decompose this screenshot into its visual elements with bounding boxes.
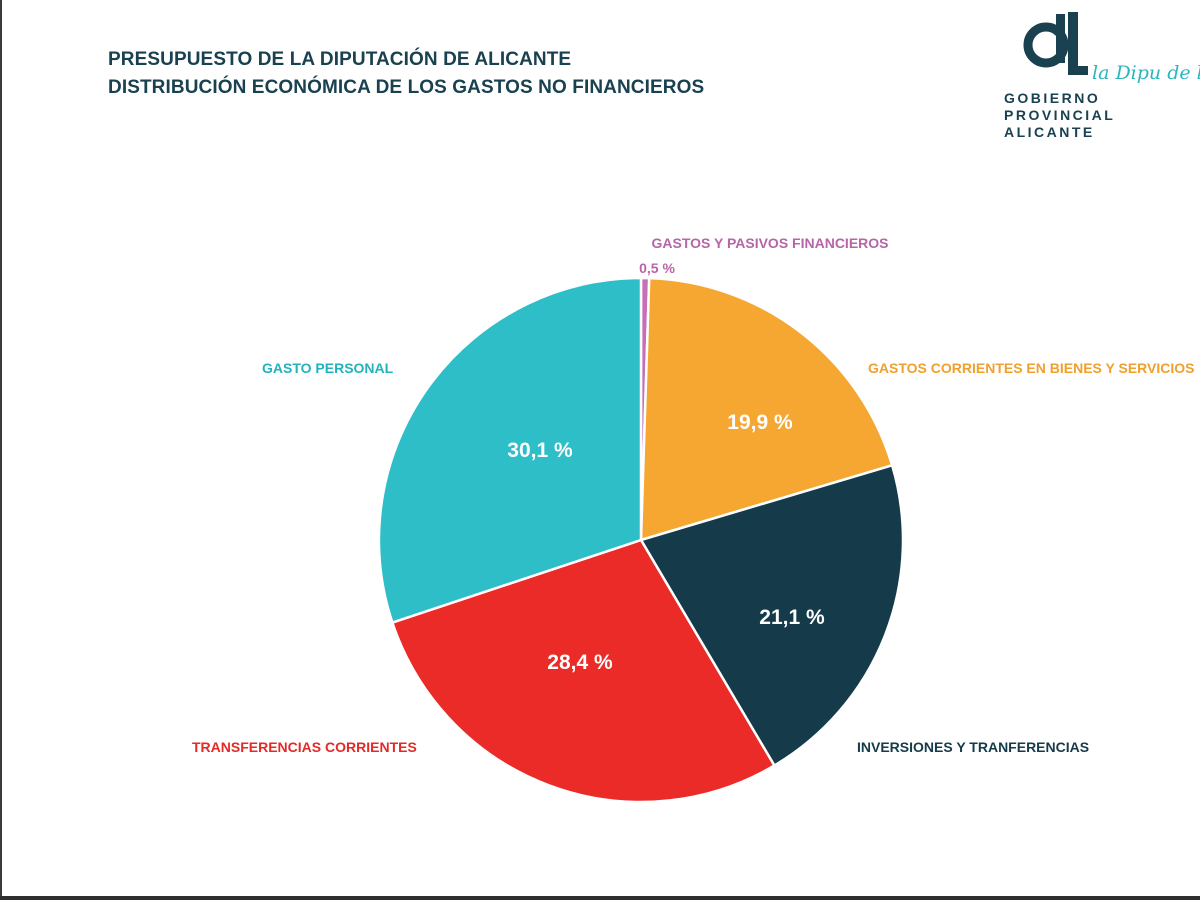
logo-tagline: la Dipu de los (1092, 62, 1200, 84)
pie-slice-2 (639, 464, 905, 767)
slice-label-2: INVERSIONES Y TRANFERENCIAS (857, 739, 1089, 755)
frame-left-border (0, 0, 2, 900)
pie-slice-4 (377, 276, 643, 624)
logo-line-provincial: PROVINCIAL (1004, 107, 1116, 123)
logo-line-gobierno: GOBIERNO (1004, 90, 1101, 106)
slice-value-0: 0,5 % (639, 260, 675, 276)
slice-label-4: GASTO PERSONAL (262, 360, 394, 376)
pie-slice-3 (391, 538, 776, 804)
slice-label-1: GASTOS CORRIENTES EN BIENES Y SERVICIOS (868, 360, 1195, 376)
slice-value-1: 19,9 % (727, 411, 793, 434)
slice-value-2: 21,1 % (759, 606, 825, 629)
logo-mark (1023, 12, 1088, 75)
pie-slice-1 (639, 276, 894, 542)
chart-title-line-2: DISTRIBUCIÓN ECONÓMICA DE LOS GASTOS NO … (108, 77, 705, 98)
slice-value-4: 30,1 % (507, 439, 573, 462)
logo-line-alicante: ALICANTE (1004, 124, 1095, 140)
frame-bottom-border (0, 896, 1200, 900)
logo-wordmark: GOBIERNO PROVINCIAL ALICANTE (1004, 90, 1115, 141)
diputacion-logo: la Dipu de los GOBIERNO PROVINCIAL ALICA… (1004, 8, 1200, 148)
chart-title: PRESUPUESTO DE LA DIPUTACIÓN DE ALICANTE… (108, 46, 704, 102)
slice-value-3: 28,4 % (547, 651, 613, 674)
chart-title-line-1: PRESUPUESTO DE LA DIPUTACIÓN DE ALICANTE (108, 49, 572, 70)
slice-label-0: GASTOS Y PASIVOS FINANCIEROS (651, 235, 888, 251)
slice-label-3: TRANSFERENCIAS CORRIENTES (192, 739, 417, 755)
